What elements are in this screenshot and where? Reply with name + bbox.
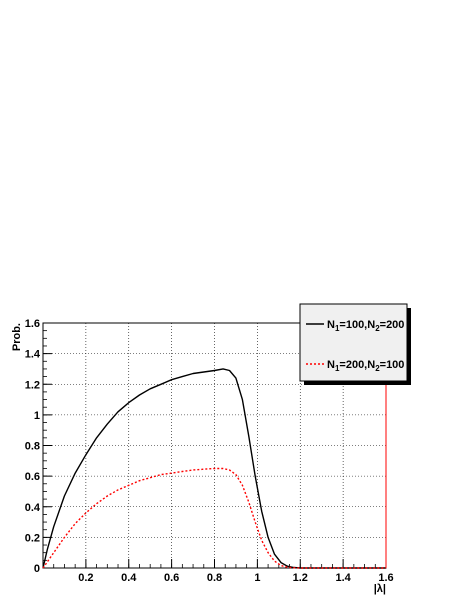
legend: N1=100,N2=200 N1=200,N2=100 [299,303,411,385]
x-tick-label: 1.6 [378,572,393,584]
series-group [42,368,387,569]
x-axis-title: |λ| [374,583,386,595]
x-tick-label: 0.8 [207,572,222,584]
y-tick-label: 0.6 [25,471,40,483]
y-tick-label: 1.2 [25,379,40,391]
legend-entry-1: N1=100,N2=200 [327,319,404,333]
y-tick-labels: 0 0.2 0.4 0.6 0.8 1 1.2 1.4 1.6 [25,318,41,575]
x-tick-label: 1.4 [335,572,351,584]
x-tick-label: 0.6 [164,572,179,584]
series-line-1 [42,368,386,569]
y-tick-label: 0.8 [25,441,40,453]
x-tick-label: 0.4 [121,572,137,584]
series-line-2 [42,467,386,569]
x-tick-label: 0.2 [78,572,93,584]
x-tick-label: 1 [254,572,260,584]
legend-entry-2: N1=200,N2=100 [327,359,404,373]
y-tick-label: 0.2 [25,532,40,544]
y-axis-title: Prob. [11,323,23,351]
y-tick-label: 1.6 [25,318,40,330]
y-tick-label: 0.4 [25,502,41,514]
y-tick-label: 0 [34,563,40,575]
x-tick-label: 1.2 [293,572,308,584]
x-tick-labels: 0.2 0.4 0.6 0.8 1 1.2 1.4 1.6 [78,572,393,584]
y-tick-label: 1 [34,410,40,422]
y-tick-label: 1.4 [25,349,41,361]
legend-box [299,303,408,382]
